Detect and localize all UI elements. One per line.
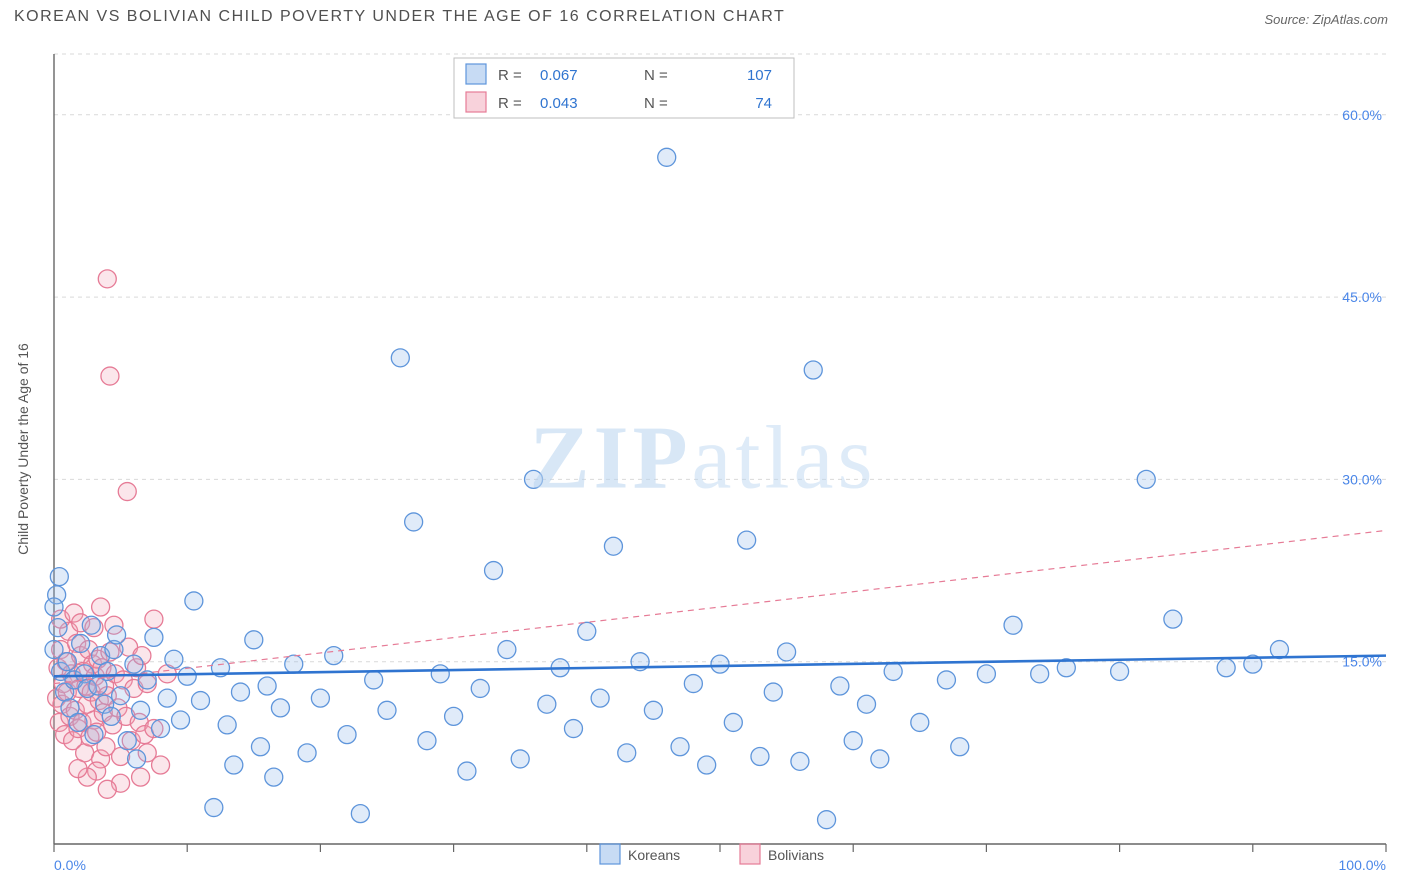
correlation-scatter-chart: 0.0%100.0%15.0%30.0%45.0%60.0%Child Pove… [0,50,1406,892]
svg-text:45.0%: 45.0% [1342,289,1382,305]
svg-text:N =: N = [644,95,668,112]
svg-text:60.0%: 60.0% [1342,107,1382,123]
svg-text:107: 107 [747,67,772,84]
svg-text:0.067: 0.067 [540,67,578,84]
svg-text:74: 74 [755,95,772,112]
svg-text:Koreans: Koreans [628,847,680,863]
svg-text:100.0%: 100.0% [1339,857,1386,873]
svg-text:0.0%: 0.0% [54,857,86,873]
chart-title: KOREAN VS BOLIVIAN CHILD POVERTY UNDER T… [14,8,785,25]
svg-text:30.0%: 30.0% [1342,471,1382,487]
svg-text:N =: N = [644,67,668,84]
svg-text:Child Poverty Under the Age of: Child Poverty Under the Age of 16 [15,343,31,555]
svg-text:R =: R = [498,67,522,84]
svg-text:0.043: 0.043 [540,95,578,112]
svg-text:R =: R = [498,95,522,112]
source-label: Source: ZipAtlas.com [1264,12,1388,27]
svg-text:Bolivians: Bolivians [768,847,824,863]
